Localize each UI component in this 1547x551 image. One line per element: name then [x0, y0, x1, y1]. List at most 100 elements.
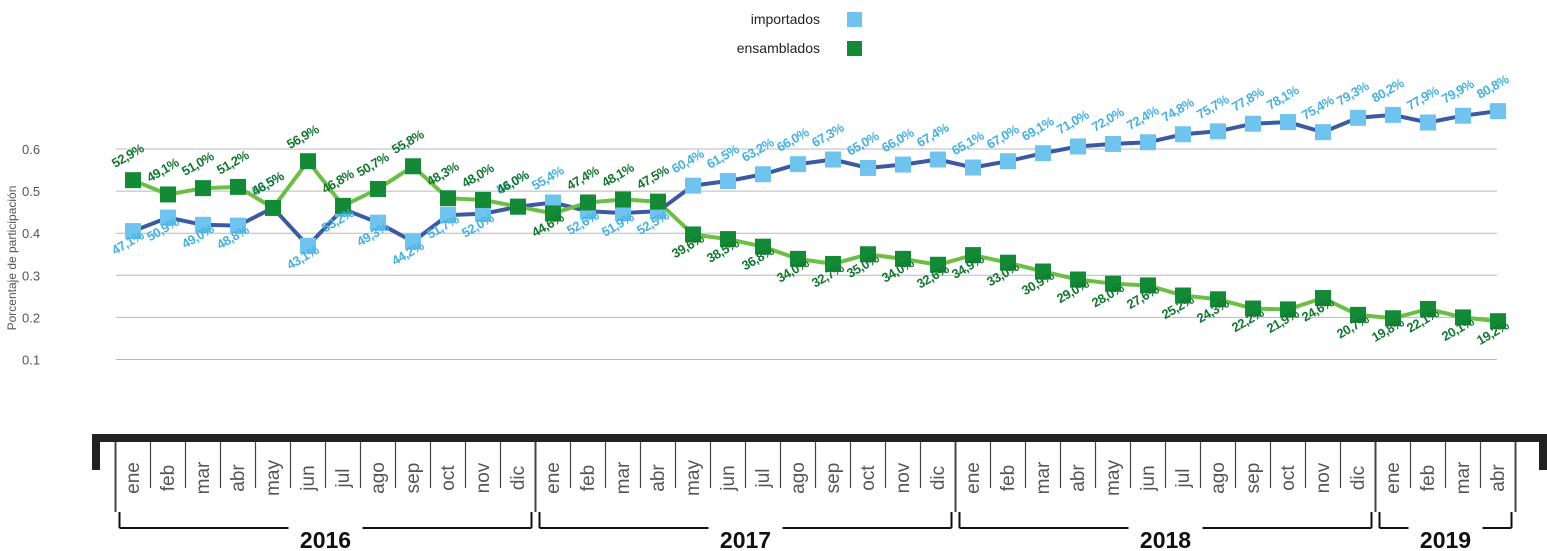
- marker-importados: [1420, 114, 1436, 131]
- marker-ensamblados: [1385, 310, 1401, 327]
- data-label-ensamblados: 48,1%: [599, 159, 637, 190]
- month-label: jun: [298, 465, 319, 491]
- marker-ensamblados: [1490, 313, 1506, 330]
- data-label-importados: 79,3%: [1334, 78, 1372, 109]
- marker-importados: [930, 151, 946, 168]
- data-label-importados: 61,5%: [704, 141, 742, 172]
- y-axis-ticks: 0.1 0.2 0.3 0.4 0.5 0.6: [22, 142, 40, 368]
- marker-ensamblados: [1070, 271, 1086, 288]
- data-label-ensamblados: 48,0%: [459, 160, 497, 191]
- data-label-importados: 67,0%: [984, 121, 1022, 152]
- month-label: nov: [893, 462, 914, 493]
- data-label-importados: 71,0%: [1054, 106, 1092, 137]
- data-label-importados: 79,9%: [1439, 76, 1477, 107]
- marker-ensamblados: [650, 193, 666, 210]
- month-label: mar: [1453, 461, 1474, 494]
- marker-ensamblados: [405, 158, 421, 175]
- data-label-ensamblados: 46,0%: [494, 167, 532, 198]
- data-label-ensamblados: 52,9%: [109, 140, 147, 171]
- data-label-importados: 60,4%: [669, 146, 707, 177]
- marker-ensamblados: [475, 191, 491, 208]
- data-label-ensamblados: 47,5%: [634, 162, 672, 193]
- marker-ensamblados: [1210, 291, 1226, 308]
- y-tick-label: 0.2: [22, 310, 40, 325]
- data-label-importados: 63,2%: [739, 134, 777, 165]
- marker-ensamblados: [510, 198, 526, 215]
- month-label: mar: [613, 461, 634, 494]
- y-tick-label: 0.5: [22, 184, 40, 199]
- series-line-ensamblados: [132, 159, 1499, 324]
- y-tick-label: 0.4: [22, 226, 40, 241]
- y-tick-label: 0.3: [22, 268, 40, 283]
- marker-ensamblados: [895, 250, 911, 267]
- marker-importados: [1245, 115, 1261, 132]
- month-label: mar: [193, 461, 214, 494]
- legend: importados ensamblados: [737, 11, 862, 56]
- marker-ensamblados: [1420, 300, 1436, 317]
- data-label-importados: 69,1%: [1019, 113, 1057, 144]
- series-line-importados: [132, 109, 1499, 248]
- month-label: jun: [718, 465, 739, 491]
- data-label-ensamblados: 48,3%: [424, 158, 462, 189]
- marker-ensamblados: [1315, 290, 1331, 307]
- marker-importados: [230, 217, 246, 234]
- month-label: ago: [1208, 462, 1229, 494]
- month-label: may: [263, 460, 284, 496]
- marker-ensamblados: [930, 256, 946, 273]
- data-label-ensamblados: 55,8%: [389, 126, 427, 157]
- month-label: ene: [1383, 462, 1404, 494]
- month-label: dic: [928, 466, 949, 490]
- data-label-importados: 72,4%: [1124, 102, 1162, 133]
- month-label: may: [683, 460, 704, 496]
- data-label-importados: 65,1%: [949, 127, 987, 158]
- marker-importados: [1210, 123, 1226, 140]
- axis-bar-right-end: [1539, 434, 1547, 470]
- month-label: oct: [858, 465, 879, 491]
- data-label-ensamblados: 51,2%: [214, 147, 252, 178]
- data-label-ensamblados: 49,1%: [144, 154, 182, 185]
- month-label: ene: [123, 462, 144, 494]
- month-label: abr: [1488, 464, 1509, 492]
- marker-importados: [1490, 103, 1506, 120]
- marker-importados: [1000, 153, 1016, 170]
- marker-ensamblados: [1000, 254, 1016, 271]
- data-label-importados: 80,8%: [1474, 71, 1512, 102]
- marker-ensamblados: [1035, 263, 1051, 280]
- month-label: sep: [1243, 463, 1264, 494]
- marker-ensamblados: [1350, 306, 1366, 323]
- year-bracket-2018: 2018: [958, 512, 1373, 551]
- month-label: jul: [753, 468, 774, 488]
- marker-ensamblados: [1140, 277, 1156, 294]
- data-label-importados: 75,7%: [1194, 91, 1232, 122]
- marker-importados: [1350, 109, 1366, 126]
- month-label: abr: [1068, 464, 1089, 492]
- month-label: sep: [403, 463, 424, 494]
- data-label-importados: 77,8%: [1229, 84, 1267, 115]
- marker-importados: [720, 172, 736, 189]
- marker-importados: [1175, 126, 1191, 143]
- marker-importados: [300, 237, 316, 254]
- year-bracket-2019: 2019: [1378, 512, 1513, 551]
- data-label-importados: 55,4%: [529, 162, 567, 193]
- data-label-importados: 77,9%: [1404, 82, 1442, 113]
- data-label-importados: 66,0%: [774, 124, 812, 155]
- year-label: 2019: [1420, 527, 1471, 551]
- month-label: feb: [158, 465, 179, 491]
- data-label-importados: 80,2%: [1369, 75, 1407, 106]
- marker-importados: [1455, 107, 1471, 124]
- marker-ensamblados: [545, 205, 561, 222]
- legend-label-importados: importados: [751, 11, 820, 27]
- data-label-ensamblados: 51,0%: [179, 148, 217, 179]
- y-axis-title: Porcentaje de participación: [5, 186, 19, 331]
- marker-ensamblados: [195, 180, 211, 197]
- year-label: 2018: [1140, 527, 1191, 551]
- y-tick-label: 0.1: [22, 353, 40, 368]
- month-label: abr: [228, 464, 249, 492]
- marker-ensamblados: [580, 194, 596, 211]
- legend-swatch-ensamblados: [847, 41, 862, 56]
- marker-importados: [125, 223, 141, 240]
- marker-importados: [1315, 124, 1331, 141]
- month-label: jul: [333, 468, 354, 488]
- marker-importados: [965, 159, 981, 176]
- marker-importados: [615, 204, 631, 221]
